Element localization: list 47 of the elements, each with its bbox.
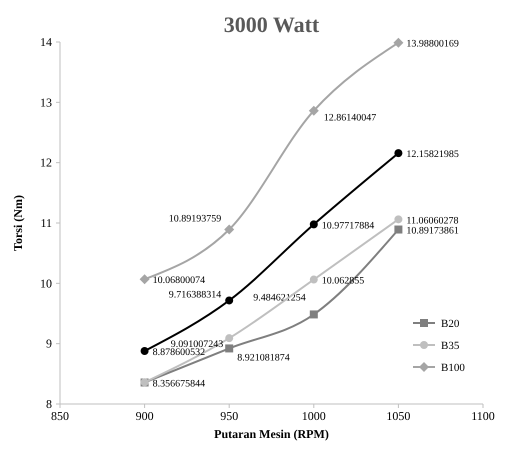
data-label: 8.356675844	[152, 378, 206, 390]
point	[394, 226, 402, 234]
data-label: 9.484621254	[253, 292, 306, 304]
y-tick-label: 9	[46, 336, 52, 351]
y-axis-title: Torsi (Nm)	[11, 195, 25, 251]
data-label: 13.98800169	[406, 38, 459, 50]
data-label: 8.878600532	[152, 346, 206, 358]
x-tick-label: 1000	[302, 409, 326, 423]
y-tick-label: 14	[40, 35, 52, 49]
point	[394, 215, 402, 224]
data-label: 10.06800074	[152, 275, 206, 286]
legend-label: B35	[441, 340, 460, 352]
point	[225, 296, 234, 304]
x-tick-label: 900	[136, 409, 154, 423]
point	[310, 276, 318, 284]
point	[225, 334, 234, 342]
y-tick-label: 8	[46, 397, 52, 411]
point	[140, 346, 149, 355]
point	[224, 224, 234, 235]
data-label: 10.97717884	[322, 220, 374, 232]
point	[308, 106, 319, 116]
legend-label: B100	[441, 362, 466, 374]
data-label: 11.06060278	[406, 215, 459, 226]
data-label: 10.89173861	[406, 226, 459, 237]
data-label: 10.89193759	[168, 214, 222, 225]
x-tick-label: 850	[51, 409, 69, 423]
data-label: 9.716388314	[168, 289, 222, 300]
y-tick-label: 12	[40, 156, 52, 170]
point	[140, 274, 150, 284]
y-tick-label: 10	[40, 276, 52, 290]
point	[310, 220, 318, 228]
y-tick-label: 13	[40, 95, 52, 110]
x-tick-label: 1100	[471, 409, 495, 423]
data-label: 12.15821985	[406, 149, 459, 160]
point	[394, 149, 402, 158]
data-label: 8.921081874	[237, 352, 290, 364]
x-tick-label: 1050	[386, 409, 410, 423]
x-axis-title: Putaran Mesin (RPM)	[214, 427, 329, 441]
chart-title: 3000 Watt	[224, 12, 320, 37]
y-tick-label: 11	[40, 216, 52, 230]
data-label: 10.062855	[322, 276, 364, 287]
x-tick-label: 950	[220, 409, 238, 423]
point	[310, 310, 318, 318]
point	[393, 38, 404, 48]
legend-label: B20	[441, 318, 460, 330]
point	[225, 344, 234, 352]
data-label: 12.86140047	[324, 112, 376, 124]
